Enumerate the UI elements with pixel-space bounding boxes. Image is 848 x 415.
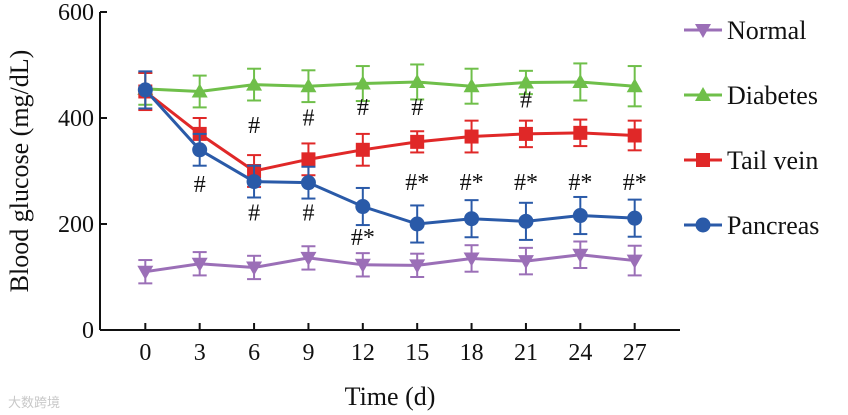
x-tick-label: 6: [248, 340, 260, 366]
data-point-pancreas: [627, 210, 643, 226]
data-point-diabetes: [354, 75, 371, 90]
series-line-tail-vein: [144, 90, 635, 173]
data-point-normal: [572, 248, 589, 263]
x-tick-label: 3: [194, 340, 206, 366]
data-point-tail-vein: [627, 128, 642, 143]
annotation-layer: # # # # # # #* # #* #* # #* #* #*: [194, 87, 647, 251]
series-pancreas: [137, 70, 643, 244]
data-point-tail-vein: [410, 134, 425, 149]
data-point-tail-vein: [464, 129, 479, 144]
legend-label: Normal: [727, 16, 806, 45]
significance-mark: #: [248, 113, 260, 139]
significance-mark: #*: [460, 170, 484, 196]
series-line-diabetes: [145, 80, 635, 94]
data-point-normal: [137, 265, 154, 280]
series-layer: [137, 62, 643, 285]
significance-mark: #: [302, 200, 314, 226]
y-axis-title: Blood glucose (mg/dL): [5, 50, 34, 293]
significance-mark: #: [411, 95, 423, 121]
significance-mark: #: [194, 172, 206, 198]
significance-mark: #: [248, 200, 260, 226]
data-point-diabetes: [572, 73, 589, 88]
data-point-pancreas: [464, 211, 480, 227]
legend-label: Pancreas: [727, 211, 819, 240]
series-line-pancreas: [144, 88, 635, 226]
data-point-diabetes: [517, 74, 534, 89]
legend-item-tail-vein: Tail vein: [684, 146, 818, 175]
data-point-normal: [626, 254, 643, 269]
data-point-pancreas: [192, 142, 208, 158]
data-point-pancreas: [137, 82, 153, 98]
legend: Normal Diabetes Tail vein Pancreas: [684, 16, 819, 240]
data-point-pancreas: [246, 174, 262, 190]
legend-marker: [696, 153, 710, 167]
y-tick-label: 400: [58, 106, 94, 132]
legend-item-pancreas: Pancreas: [684, 211, 819, 240]
data-point-tail-vein: [573, 125, 588, 140]
x-tick-label: 18: [460, 340, 484, 366]
x-tick-label: 27: [623, 340, 647, 366]
significance-mark: #: [302, 105, 314, 131]
y-tick-label: 0: [82, 318, 94, 344]
x-axis-title: Time (d): [345, 382, 436, 411]
series-diabetes: [137, 62, 643, 109]
data-point-normal: [246, 261, 263, 276]
legend-marker: [695, 217, 711, 233]
series-tail-vein: [138, 71, 642, 188]
data-point-normal: [463, 252, 480, 267]
x-tick-label: 12: [351, 340, 375, 366]
significance-mark: #: [357, 95, 369, 121]
legend-marker: [695, 87, 711, 101]
x-tick-label: 0: [139, 340, 151, 366]
data-point-normal: [354, 258, 371, 273]
data-point-normal: [409, 259, 426, 274]
data-point-diabetes: [246, 76, 263, 91]
x-tick-label: 15: [405, 340, 429, 366]
significance-mark: #: [520, 87, 532, 113]
data-point-diabetes: [300, 78, 317, 93]
significance-mark: #*: [514, 170, 538, 196]
x-tick-label: 9: [302, 340, 314, 366]
significance-mark: #*: [623, 170, 647, 196]
data-point-normal: [300, 251, 317, 266]
watermark: 大数跨境: [8, 396, 61, 411]
data-point-tail-vein: [301, 152, 316, 167]
data-point-diabetes: [463, 78, 480, 93]
y-tick-label: 200: [58, 212, 94, 238]
legend-label: Diabetes: [727, 81, 818, 110]
data-point-pancreas: [409, 216, 425, 232]
legend-label: Tail vein: [727, 146, 818, 175]
data-point-pancreas: [355, 199, 371, 215]
legend-item-diabetes: Diabetes: [684, 81, 818, 110]
legend-item-normal: Normal: [684, 16, 806, 45]
data-point-diabetes: [626, 78, 643, 93]
legend-marker: [695, 24, 711, 38]
significance-mark: #*: [351, 225, 375, 251]
series-normal: [137, 240, 643, 285]
y-tick-label: 600: [58, 0, 94, 26]
data-point-tail-vein: [355, 142, 370, 157]
significance-mark: #*: [568, 170, 592, 196]
data-point-normal: [517, 255, 534, 270]
significance-mark: #*: [405, 170, 429, 196]
data-point-pancreas: [572, 208, 588, 224]
data-point-diabetes: [191, 83, 208, 98]
data-point-pancreas: [518, 213, 534, 229]
x-tick-label: 24: [568, 340, 592, 366]
axes: 0 200 400 600 0 3 6 9 12 15 18 21 24 27 Time (d) Blood …: [5, 0, 680, 411]
data-point-tail-vein: [518, 126, 533, 141]
data-point-normal: [191, 257, 208, 272]
x-tick-label: 21: [514, 340, 538, 366]
data-point-pancreas: [300, 175, 316, 191]
series-line-normal: [145, 253, 635, 274]
data-point-diabetes: [409, 73, 426, 88]
